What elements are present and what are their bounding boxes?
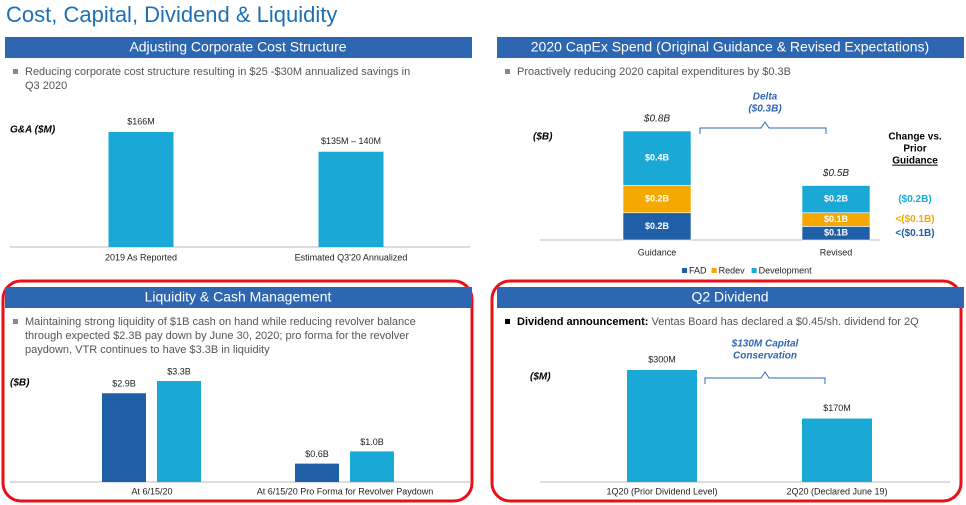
bullet-line: Ventas Board has declared a $0.45/sh. di… <box>651 316 919 328</box>
x-tick-label: 1Q20 (Prior Dividend Level) <box>606 486 717 496</box>
value-label: $166M <box>127 116 155 126</box>
bar <box>627 370 697 482</box>
bar <box>102 393 146 482</box>
value-label: $300M <box>648 354 676 364</box>
x-tick-label: 2019 As Reported <box>105 252 177 262</box>
panel-title: Adjusting Corporate Cost Structure <box>129 39 346 55</box>
panel-title: 2020 CapEx Spend (Original Guidance & Re… <box>531 39 929 55</box>
annotation: $130M Capital <box>731 339 799 350</box>
bracket <box>699 121 827 134</box>
change-label: ($0.2B) <box>898 194 931 205</box>
value-label: $1.0B <box>360 437 384 447</box>
legend-swatch <box>711 268 717 273</box>
value-label: $0.2B <box>645 194 670 204</box>
value-label: $0.1B <box>824 228 849 238</box>
legend-swatch <box>682 268 687 273</box>
legend-label: Redev <box>719 265 746 275</box>
bullet-line: Proactively reducing 2020 capital expend… <box>517 66 791 78</box>
bar-segment <box>622 212 692 241</box>
value-label: $135M – 140M <box>321 136 381 146</box>
x-tick-label: At 6/15/20 Pro Forma for Revolver Paydow… <box>257 486 434 496</box>
change-header: Guidance <box>892 156 938 167</box>
bullet-line: paydown, VTR continues to have $3.3B in … <box>25 344 270 356</box>
panel-header <box>497 37 964 58</box>
value-label: $3.3B <box>167 366 191 376</box>
annotation: ($0.3B) <box>748 104 782 115</box>
y-axis-label: ($B) <box>10 378 30 389</box>
annotation: Delta <box>753 92 778 103</box>
bullet-marker <box>505 69 510 74</box>
bar-segment <box>801 185 871 214</box>
bar <box>295 463 339 482</box>
panel-header <box>497 287 964 308</box>
bar <box>157 381 201 482</box>
bullet-line: through expected $2.3B pay down by June … <box>25 330 409 342</box>
y-axis-label: ($B) <box>533 132 553 143</box>
panel-header <box>5 37 472 58</box>
bar <box>108 132 174 247</box>
total-label: $0.5B <box>822 168 849 179</box>
value-label: $0.2B <box>645 221 670 231</box>
bar <box>318 151 384 247</box>
bullet-bold: Dividend announcement: <box>517 316 648 328</box>
legend-label: FAD <box>689 265 707 275</box>
bullet-text: Maintaining strong liquidity of $1B cash… <box>25 316 416 328</box>
value-label: $170M <box>823 403 851 413</box>
bullet-text: Proactively reducing 2020 capital expend… <box>517 66 791 78</box>
annotation: Conservation <box>733 351 797 362</box>
highlight-box <box>490 279 963 503</box>
bullet-marker <box>13 69 18 74</box>
x-tick-label: 2Q20 (Declared June 19) <box>786 486 887 496</box>
change-header: Prior <box>903 144 926 155</box>
change-label: <($0.1B) <box>895 214 934 225</box>
bullet-marker <box>505 319 510 324</box>
bullet-text: Q3 2020 <box>25 80 67 92</box>
x-tick-label: Guidance <box>638 247 677 257</box>
highlight-box <box>1 279 474 503</box>
bullet-line: Q3 2020 <box>25 80 67 92</box>
x-tick-label: Estimated Q3'20 Annualized <box>295 252 408 262</box>
bullet-line: Reducing corporate cost structure result… <box>25 66 410 78</box>
value-label: $0.1B <box>824 214 849 224</box>
panel-title: Q2 Dividend <box>691 289 768 305</box>
slide-title: Cost, Capital, Dividend & Liquidity <box>6 2 337 27</box>
y-axis-label: ($M) <box>530 372 551 383</box>
bracket <box>704 371 826 384</box>
value-label: $2.9B <box>112 379 136 389</box>
value-label: $0.6B <box>305 449 329 459</box>
panel-title: Liquidity & Cash Management <box>145 289 332 305</box>
legend-swatch <box>751 268 757 273</box>
y-axis-label: G&A ($M) <box>10 125 56 136</box>
bullet-text: Reducing corporate cost structure result… <box>25 66 410 78</box>
total-label: $0.8B <box>643 114 670 125</box>
legend-label: Development <box>759 265 813 275</box>
bullet-text: paydown, VTR continues to have $3.3B in … <box>25 344 270 356</box>
bullet-marker <box>13 319 18 324</box>
value-label: $0.4B <box>645 153 670 163</box>
bullet-line: Maintaining strong liquidity of $1B cash… <box>25 316 416 328</box>
x-tick-label: Revised <box>820 247 853 257</box>
change-label: <($0.1B) <box>895 228 934 239</box>
x-tick-label: At 6/15/20 <box>131 486 172 496</box>
bar <box>350 451 394 482</box>
bar-segment <box>622 130 692 186</box>
change-header: Change vs. <box>888 132 942 143</box>
value-label: $0.2B <box>824 194 849 204</box>
bar <box>802 418 872 482</box>
bullet-text: Dividend announcement: Ventas Board has … <box>517 316 919 328</box>
bullet-text: through expected $2.3B pay down by June … <box>25 330 409 342</box>
panel-header <box>5 287 472 308</box>
